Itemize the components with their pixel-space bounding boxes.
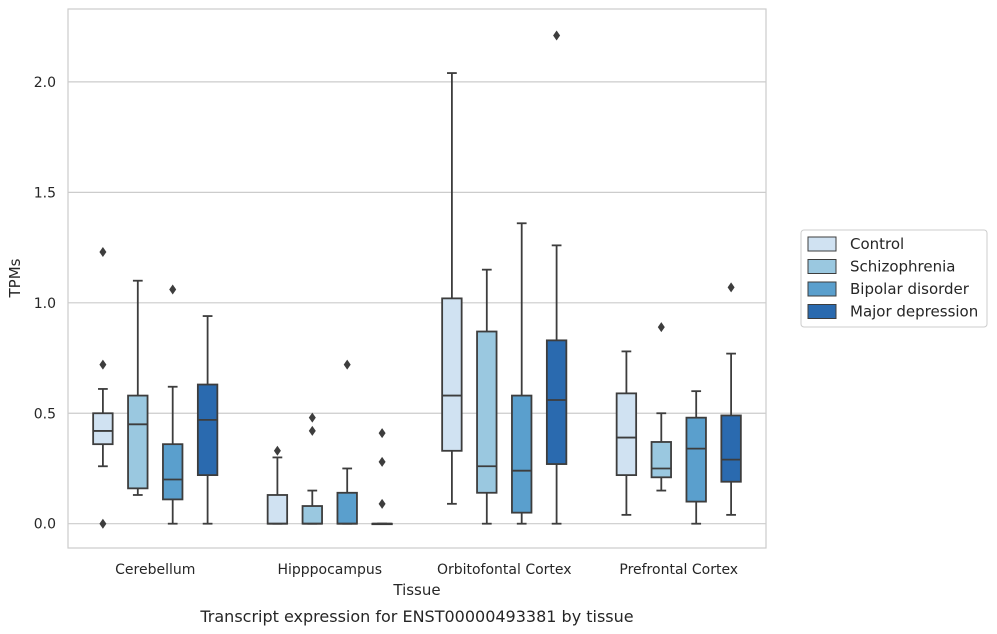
box-iqr	[336, 491, 358, 525]
grid-lines	[68, 81, 766, 525]
box-iqr	[511, 394, 533, 514]
outlier-point	[378, 456, 386, 467]
box-1-0	[266, 445, 289, 525]
legend: Control Schizophrenia Bipolar disorder Majo…	[800, 229, 988, 328]
x-tick-label: Cerebellum	[115, 562, 195, 578]
box-0-3	[196, 315, 219, 525]
outlier-point	[99, 359, 107, 370]
box-iqr	[301, 505, 323, 525]
box-1-1	[301, 412, 323, 525]
box-3-1	[650, 322, 672, 492]
outlier-point	[727, 282, 735, 293]
legend-label: Control	[850, 235, 904, 253]
legend-frame	[800, 229, 988, 328]
box-iqr	[615, 392, 638, 477]
outlier-point	[273, 445, 281, 456]
box-0-2	[162, 284, 184, 525]
box-2-2	[511, 222, 533, 525]
y-tick-label: 1.0	[34, 296, 56, 312]
x-axis-ticks: Cerebellum Hipppocampus Orbitofontal Corte…	[115, 562, 738, 578]
x-tick-label: Hipppocampus	[277, 562, 382, 578]
outlier-point	[343, 359, 351, 370]
outlier-point	[378, 428, 386, 439]
y-tick-label: 2.0	[34, 75, 56, 91]
legend-swatch	[807, 259, 837, 274]
box-iqr	[476, 330, 498, 494]
box-2-3	[545, 30, 568, 525]
legend-swatch	[807, 281, 837, 297]
box-3-3	[720, 282, 742, 516]
box-3-0	[615, 350, 638, 516]
box-iqr	[545, 339, 568, 465]
box-series	[92, 30, 742, 529]
outlier-point	[378, 498, 386, 509]
box-iqr	[127, 394, 149, 490]
box-1-2	[336, 359, 358, 525]
chart-caption: Transcript expression for ENST0000049338…	[199, 607, 633, 626]
y-axis-label: TPMs	[6, 258, 24, 298]
y-tick-label: 0.0	[34, 517, 56, 533]
box-iqr	[162, 443, 184, 501]
legend-label: Major depression	[850, 303, 978, 321]
box-iqr	[650, 441, 672, 479]
outlier-point	[553, 30, 561, 41]
legend-swatch	[807, 236, 837, 252]
outlier-point	[99, 518, 107, 529]
box-iqr	[196, 383, 219, 477]
legend-label: Bipolar disorder	[850, 280, 970, 298]
x-tick-label: Orbitofontal Cortex	[437, 562, 572, 578]
box-2-0	[441, 72, 463, 505]
box-0-1	[127, 279, 149, 496]
box-iqr	[92, 412, 114, 446]
outlier-point	[169, 284, 177, 295]
box-iqr	[266, 494, 289, 525]
x-tick-label: Prefrontal Cortex	[619, 562, 738, 578]
outlier-point	[99, 246, 107, 257]
box-1-3	[371, 428, 393, 526]
plot-area	[67, 8, 767, 549]
outlier-point	[308, 425, 316, 436]
legend-label: Schizophrenia	[850, 258, 955, 276]
x-axis-label: Tissue	[392, 581, 440, 599]
legend-swatch	[807, 304, 837, 319]
box-iqr	[441, 297, 463, 452]
box-iqr	[720, 414, 742, 483]
box-3-2	[685, 390, 707, 525]
box-2-1	[476, 268, 498, 525]
y-tick-label: 1.5	[34, 185, 56, 201]
box-0-0	[92, 246, 114, 529]
y-tick-label: 0.5	[34, 406, 56, 422]
outlier-point	[308, 412, 316, 423]
y-axis-ticks: 0.0 0.5 1.0 1.5 2.0	[34, 75, 56, 533]
box-iqr	[685, 416, 707, 503]
outlier-point	[657, 322, 665, 333]
